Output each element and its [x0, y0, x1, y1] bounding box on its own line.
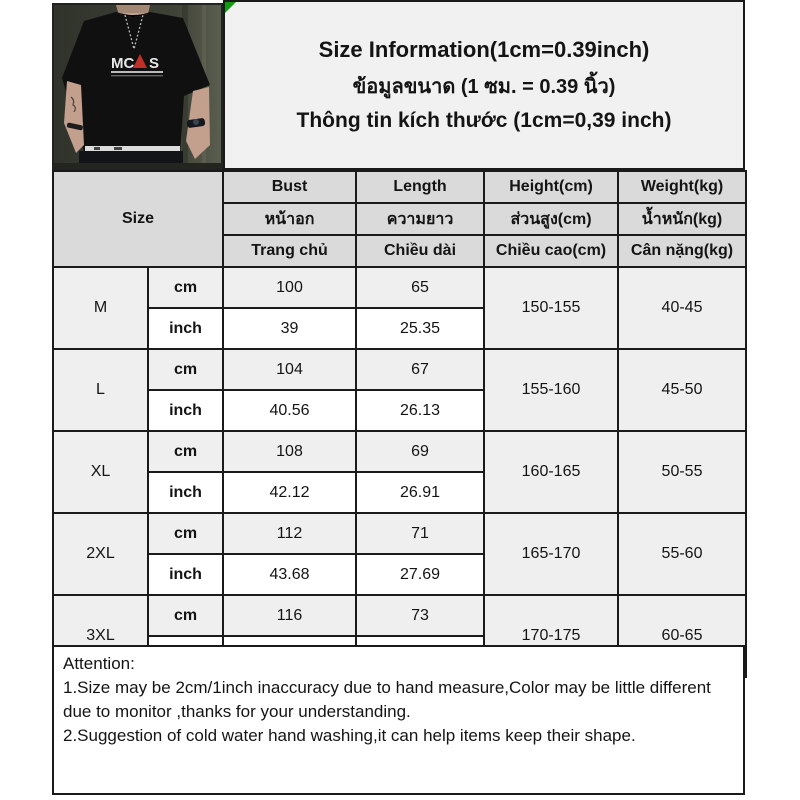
header-bust-en: Bust	[222, 170, 358, 204]
bracelet	[66, 122, 83, 131]
xl-bust-inch: 42.12	[222, 471, 358, 514]
size-table: Size Bust Length Height(cm) Weight(kg) ห…	[51, 170, 748, 678]
table-row-m-inch: inch 39 25.35	[53, 307, 746, 350]
table-row-l-inch: inch 40.56 26.13	[53, 389, 746, 432]
attention-note-2: 2.Suggestion of cold water hand washing,…	[63, 726, 636, 745]
product-photo-illustration: MC S	[54, 5, 221, 168]
unit-inch: inch	[146, 471, 225, 514]
table-row-xl-cm: XL cm 108 69 160-165 50-55	[52, 430, 748, 514]
header-row-vietnamese: Trang chủ Chiều dài Chiều cao(cm) Cân nặ…	[53, 234, 748, 268]
brand-logo: MC S	[111, 54, 163, 77]
l-height: 155-160	[483, 348, 620, 432]
header-bust-th: หน้าอก	[222, 202, 358, 236]
header-weight-th: น้ำหนัก(kg)	[617, 202, 748, 236]
2xl-bust-cm: 112	[222, 512, 358, 555]
tattoo	[70, 96, 76, 113]
unit-cm: cm	[146, 266, 225, 309]
size-information-title: Size Information(1cm=0.39inch) ข้อมูลขนา…	[223, 0, 745, 170]
unit-inch: inch	[146, 307, 225, 350]
m-weight: 40-45	[617, 266, 748, 350]
brand-logo-text-mc: MC	[111, 55, 134, 72]
tshirt	[62, 12, 210, 155]
shirt-hem	[85, 146, 180, 151]
2xl-length-cm: 71	[355, 512, 486, 555]
brand-logo-triangle-icon	[133, 54, 147, 68]
unit-cm: cm	[146, 512, 225, 555]
m-length-cm: 65	[355, 266, 486, 309]
3xl-bust-cm: 116	[222, 594, 358, 637]
size-2xl: 2XL	[52, 512, 149, 596]
header-length-en: Length	[355, 170, 486, 204]
m-bust-cm: 100	[222, 266, 358, 309]
unit-inch: inch	[146, 553, 225, 596]
size-xl: XL	[52, 430, 149, 514]
table-row-xl-inch: inch 42.12 26.91	[53, 471, 746, 514]
unit-cm: cm	[146, 594, 225, 637]
header-height-th: ส่วนสูง(cm)	[483, 202, 620, 236]
table-row-m-cm: M cm 100 65 150-155 40-45	[52, 266, 748, 350]
brand-logo-text-s: S	[149, 55, 159, 72]
2xl-bust-inch: 43.68	[222, 553, 358, 596]
header-bust-vi: Trang chủ	[222, 234, 358, 268]
xl-length-inch: 26.91	[355, 471, 486, 514]
table-row-3xl-cm: 3XL cm 116 73 170-175 60-65	[52, 594, 748, 678]
cell-corner-flag-icon	[225, 2, 236, 13]
title-vietnamese: Thông tin kích thước (1cm=0,39 inch)	[296, 109, 672, 132]
unit-inch: inch	[146, 389, 225, 432]
header-weight-en: Weight(kg)	[617, 170, 748, 204]
attention-heading: Attention:	[63, 654, 135, 673]
header-height-en: Height(cm)	[483, 170, 620, 204]
title-english: Size Information(1cm=0.39inch)	[318, 37, 650, 62]
header-row-thai: หน้าอก ความยาว ส่วนสูง(cm) น้ำหนัก(kg)	[53, 202, 748, 236]
size-m: M	[52, 266, 149, 350]
table-row-2xl-cm: 2XL cm 112 71 165-170 55-60	[52, 512, 748, 596]
xl-bust-cm: 108	[222, 430, 358, 473]
l-weight: 45-50	[617, 348, 748, 432]
l-length-inch: 26.13	[355, 389, 486, 432]
attention-note-1: 1.Size may be 2cm/1inch inaccuracy due t…	[63, 678, 711, 721]
size-corner-header: Size	[51, 170, 225, 268]
xl-height: 160-165	[483, 430, 620, 514]
xl-weight: 50-55	[617, 430, 748, 514]
l-length-cm: 67	[355, 348, 486, 391]
header-row-english: Size Bust Length Height(cm) Weight(kg)	[51, 170, 748, 268]
model-left-arm	[64, 81, 84, 153]
xl-length-cm: 69	[355, 430, 486, 473]
m-length-inch: 25.35	[355, 307, 486, 350]
attention-notes: Attention: 1.Size may be 2cm/1inch inacc…	[52, 645, 745, 795]
unit-cm: cm	[146, 348, 225, 391]
size-chart-sheet: MC S Size Information(1cm=0.39inch)	[51, 0, 748, 800]
table-row-2xl-inch: inch 43.68 27.69	[53, 553, 746, 596]
header-length-vi: Chiều dài	[355, 234, 486, 268]
2xl-height: 165-170	[483, 512, 620, 596]
header-length-th: ความยาว	[355, 202, 486, 236]
2xl-weight: 55-60	[617, 512, 748, 596]
2xl-length-inch: 27.69	[355, 553, 486, 596]
l-bust-cm: 104	[222, 348, 358, 391]
3xl-length-cm: 73	[355, 594, 486, 637]
product-photo: MC S	[52, 3, 223, 170]
header-weight-vi: Cân nặng(kg)	[617, 234, 748, 268]
size-l: L	[52, 348, 149, 432]
l-bust-inch: 40.56	[222, 389, 358, 432]
m-bust-inch: 39	[222, 307, 358, 350]
table-row-l-cm: L cm 104 67 155-160 45-50	[52, 348, 748, 432]
header-height-vi: Chiều cao(cm)	[483, 234, 620, 268]
m-height: 150-155	[483, 266, 620, 350]
unit-cm: cm	[146, 430, 225, 473]
title-thai: ข้อมูลขนาด (1 ซม. = 0.39 นิ้ว)	[352, 76, 616, 98]
